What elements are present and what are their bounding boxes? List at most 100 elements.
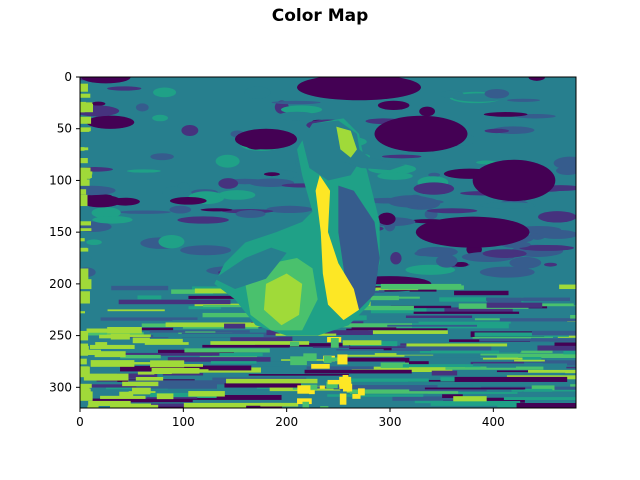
ripple-streak bbox=[444, 307, 513, 314]
duck-head-highlight bbox=[336, 126, 357, 158]
duck-reflection bbox=[324, 357, 339, 362]
water-patch bbox=[150, 153, 174, 161]
water-patch bbox=[248, 202, 271, 209]
water-patch bbox=[519, 244, 575, 251]
ripple-streak bbox=[120, 354, 161, 359]
water-patch bbox=[181, 125, 199, 136]
water-patch bbox=[416, 246, 458, 257]
axes: 0 100 200 300 400 0 50 100 150 200 250 300 bbox=[49, 70, 577, 429]
ripple-streak bbox=[107, 309, 165, 312]
ripple-streak bbox=[188, 391, 225, 397]
light-reflection bbox=[107, 326, 142, 334]
shadow-patch bbox=[80, 194, 122, 208]
duck-reflection bbox=[309, 390, 315, 395]
duck-reflection bbox=[289, 341, 300, 347]
x-tick-label: 400 bbox=[482, 415, 505, 429]
ripple-streak bbox=[370, 307, 427, 314]
shadow-patch bbox=[374, 115, 468, 152]
light-reflection bbox=[147, 338, 183, 344]
light-reflection bbox=[95, 342, 108, 346]
water-patch bbox=[436, 254, 458, 268]
ripple-streak bbox=[312, 346, 406, 348]
ripple-streak bbox=[120, 352, 220, 356]
light-reflection bbox=[156, 393, 174, 400]
ripple-streak bbox=[388, 285, 464, 290]
ripple-streak bbox=[559, 284, 576, 290]
edge-highlight bbox=[80, 268, 89, 281]
ripple-streak bbox=[430, 384, 473, 389]
ripple-streak bbox=[210, 361, 257, 364]
ripple-streak bbox=[439, 297, 524, 302]
ripple-streak bbox=[136, 383, 217, 389]
water-patch bbox=[152, 114, 169, 122]
ripple-streak bbox=[345, 357, 410, 362]
ripple-streak bbox=[453, 396, 487, 402]
duck-reflection bbox=[337, 354, 348, 365]
ripple-streak bbox=[111, 285, 169, 291]
ripple-streak bbox=[405, 315, 473, 318]
ripple-streak bbox=[492, 332, 533, 336]
edge-highlight bbox=[80, 147, 85, 151]
ripple-streak bbox=[554, 342, 576, 346]
y-tick-label: 150 bbox=[49, 225, 72, 239]
ripple-streak bbox=[445, 366, 544, 370]
edge-highlight bbox=[80, 330, 89, 341]
light-reflection bbox=[87, 405, 99, 408]
ripple-streak bbox=[224, 323, 246, 329]
water-patch bbox=[235, 210, 266, 218]
ripple-streak bbox=[531, 385, 555, 391]
ripple-streak bbox=[402, 364, 481, 368]
duck-reflection bbox=[319, 385, 325, 389]
edge-highlight bbox=[80, 279, 92, 290]
ripple-streak bbox=[427, 391, 518, 394]
light-reflection bbox=[87, 349, 102, 356]
water-patch bbox=[118, 210, 171, 214]
ripple-streak bbox=[92, 398, 193, 403]
shadow-patch bbox=[472, 159, 556, 202]
duck-reflection bbox=[297, 385, 311, 394]
ripple-streak bbox=[248, 374, 349, 376]
ripple-streak bbox=[190, 394, 282, 400]
edge-highlight bbox=[80, 291, 90, 304]
edge-highlight bbox=[80, 391, 93, 401]
ripple-streak bbox=[499, 318, 576, 322]
ripple-streak bbox=[480, 353, 576, 358]
light-reflection bbox=[94, 351, 126, 358]
ripple-streak bbox=[392, 396, 480, 401]
edge-highlight bbox=[80, 366, 90, 378]
ripple-streak bbox=[528, 369, 576, 373]
water-patch bbox=[80, 255, 92, 261]
edge-highlight bbox=[80, 238, 85, 242]
water-patch bbox=[135, 103, 149, 112]
ripple-streak bbox=[479, 338, 576, 342]
y-tick-label: 50 bbox=[57, 122, 72, 136]
duck-reflection bbox=[303, 353, 317, 362]
ripple-streak bbox=[483, 347, 522, 353]
water-patch bbox=[439, 90, 464, 98]
ripple-streak bbox=[212, 353, 263, 357]
x-tick-label: 0 bbox=[76, 415, 84, 429]
edge-highlight bbox=[80, 116, 92, 124]
ripple-streak bbox=[202, 344, 290, 348]
water-patch bbox=[92, 216, 133, 224]
duck-reflection bbox=[290, 356, 307, 366]
ripple-streak bbox=[518, 357, 542, 362]
water-patch bbox=[556, 166, 576, 175]
light-reflection bbox=[88, 400, 131, 406]
water-patch bbox=[162, 186, 184, 199]
light-reflection bbox=[110, 333, 130, 340]
edge-highlight bbox=[80, 103, 94, 113]
edge-highlight bbox=[80, 358, 87, 365]
water-patch bbox=[544, 262, 558, 267]
light-reflection bbox=[100, 395, 146, 399]
x-tick-label: 200 bbox=[275, 415, 298, 429]
light-reflection bbox=[89, 344, 135, 349]
plot-frame bbox=[79, 76, 577, 409]
ripple-streak bbox=[336, 348, 384, 351]
ripple-streak bbox=[503, 397, 576, 401]
water-patch bbox=[200, 208, 233, 212]
ripple-streak bbox=[570, 384, 576, 389]
ripple-streak bbox=[202, 312, 260, 318]
water-patch bbox=[405, 264, 456, 275]
